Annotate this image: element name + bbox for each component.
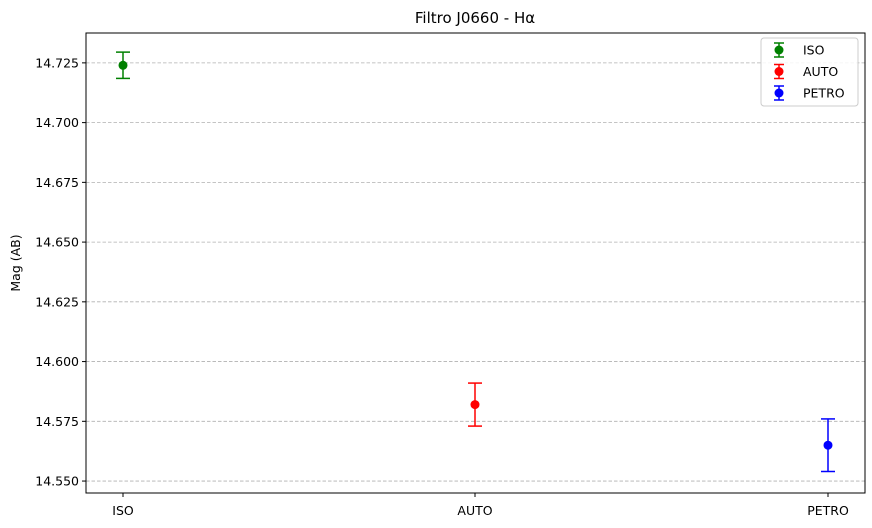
- y-tick-label-0: 14.550: [35, 474, 79, 489]
- series-iso: [116, 51, 130, 80]
- x-tick-label-0: ISO: [112, 503, 134, 518]
- legend-label-petro: PETRO: [803, 86, 845, 101]
- y-axis-label: Mag (AB): [8, 234, 23, 291]
- legend-marker-petro: [774, 88, 784, 98]
- plot-area-frame: [85, 32, 866, 494]
- chart-title: Filtro J0660 - Hα: [415, 9, 535, 27]
- y-tick-label-1: 14.575: [35, 414, 79, 429]
- y-tick-label-2: 14.600: [35, 354, 79, 369]
- data-point-petro: [823, 440, 833, 450]
- data-point-iso: [118, 60, 128, 70]
- legend-item-iso: ISO: [774, 42, 825, 58]
- y-tick-label-5: 14.675: [35, 175, 79, 190]
- y-axis-ticks: 14.550 14.575 14.600 14.625 14.650 14.675 14.7…: [35, 55, 86, 489]
- legend-label-auto: AUTO: [803, 64, 838, 79]
- x-axis-ticks: ISO AUTO PETRO: [112, 493, 849, 518]
- x-tick-label-2: PETRO: [807, 503, 849, 518]
- legend-label-iso: ISO: [803, 43, 825, 58]
- y-tick-label-3: 14.625: [35, 294, 79, 309]
- series-auto: [468, 382, 482, 427]
- series-petro: [821, 418, 835, 473]
- y-tick-label-4: 14.650: [35, 235, 79, 250]
- grid-lines: [86, 62, 865, 482]
- data-points: [116, 51, 835, 473]
- legend-item-petro: PETRO: [774, 85, 845, 101]
- legend: ISO AUTO PETRO: [760, 37, 859, 107]
- y-tick-label-7: 14.725: [35, 55, 79, 70]
- legend-marker-auto: [774, 67, 784, 76]
- legend-box: [760, 37, 859, 107]
- data-point-auto: [470, 400, 480, 410]
- y-tick-label-6: 14.700: [35, 115, 79, 130]
- legend-item-auto: AUTO: [774, 63, 838, 80]
- x-tick-label-1: AUTO: [457, 503, 492, 518]
- legend-marker-iso: [774, 45, 784, 55]
